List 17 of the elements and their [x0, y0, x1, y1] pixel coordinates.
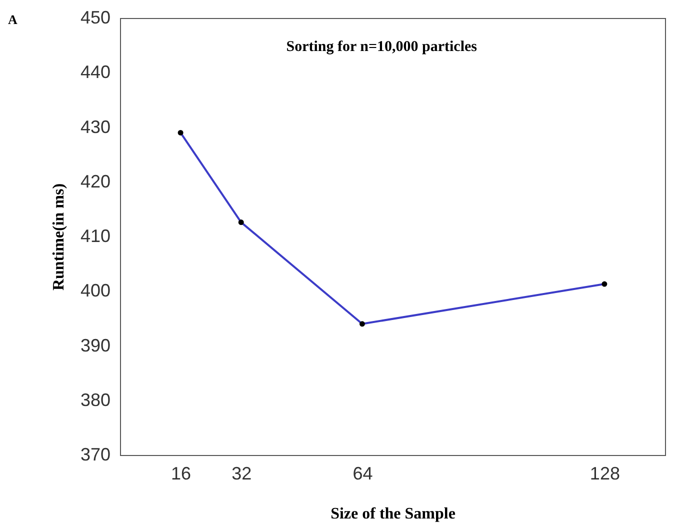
x-tick-label: 16	[171, 464, 192, 484]
y-tick-label: 380	[80, 390, 110, 410]
x-tick-label: 128	[590, 464, 620, 484]
text: Sorting for n=10,000 particles	[286, 39, 478, 55]
x-axis-title: Size of the Sample	[330, 506, 456, 522]
x-tick-label: 32	[232, 464, 252, 484]
text: A	[8, 12, 18, 27]
y-tick-label: 400	[80, 280, 110, 301]
y-tick-label: 420	[80, 171, 110, 192]
y-tick-label: 390	[80, 335, 110, 356]
y-tick-label: 430	[80, 116, 110, 137]
x-tick-label: 64	[352, 464, 373, 484]
y-tick-label: 440	[80, 62, 110, 82]
y-axis-title: Runtime(in ms)	[50, 183, 68, 291]
y-tick-label: 450	[80, 8, 110, 28]
y-tick-label: 410	[80, 226, 110, 246]
y-tick-label: 370	[80, 444, 110, 464]
